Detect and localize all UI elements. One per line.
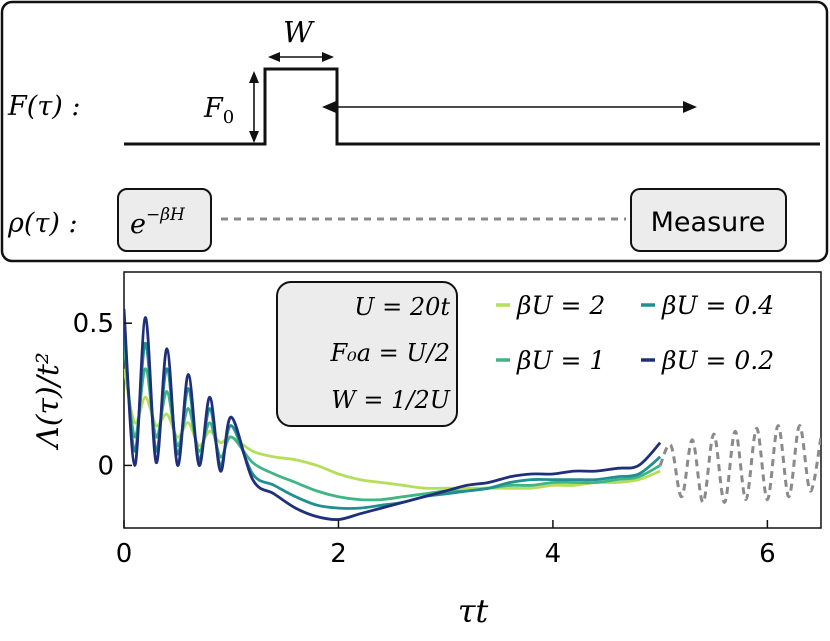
legend-label-bu02: βU = 0.2 bbox=[661, 346, 774, 375]
parameter-force: F₀a = U/2 bbox=[329, 339, 450, 367]
x-tick-label-2: 4 bbox=[545, 539, 562, 569]
y-axis-label: Λ(τ)/t² bbox=[31, 352, 66, 451]
parameter-width: W = 1/2U bbox=[331, 386, 451, 414]
time-arrow-head-right bbox=[683, 101, 697, 113]
initial-state-exponent: −βH bbox=[146, 205, 186, 225]
y-tick-label-1: 0.5 bbox=[73, 309, 114, 339]
time-arrow-head-left bbox=[322, 101, 336, 113]
chart: 0 2 4 6 0 0.5 τt Λ(τ)/t² U = 20t F₀a = U/2 W … bbox=[31, 271, 822, 630]
legend-label-bu2: βU = 2 bbox=[516, 291, 605, 320]
series-line-3 bbox=[124, 308, 662, 521]
x-tick-label-3: 6 bbox=[759, 539, 776, 569]
legend-label-bu1: βU = 1 bbox=[516, 346, 605, 375]
amplitude-subscript: 0 bbox=[223, 107, 234, 128]
width-arrow-head-right bbox=[322, 52, 334, 62]
legend: βU = 2 βU = 0.4 βU = 1 βU = 0.2 bbox=[496, 291, 774, 375]
series-layer bbox=[124, 308, 821, 521]
x-tick-label-1: 2 bbox=[330, 539, 347, 569]
legend-label-bu04: βU = 0.4 bbox=[661, 291, 774, 320]
amplitude-label: F0 bbox=[203, 93, 234, 128]
series-line-continuation bbox=[658, 424, 821, 504]
x-axis-label: τt bbox=[458, 592, 489, 630]
schematic-panel: F(τ) : W F0 ρ(τ) : e−βH Measure bbox=[0, 0, 829, 263]
pulse-waveform bbox=[124, 67, 820, 146]
width-label: W bbox=[283, 15, 315, 49]
density-label: ρ(τ) : bbox=[7, 208, 78, 239]
initial-state-base: e bbox=[130, 209, 146, 240]
parameter-u: U = 20t bbox=[354, 293, 450, 321]
amplitude-symbol: F bbox=[203, 93, 224, 124]
width-arrow-head-left bbox=[268, 52, 280, 62]
measure-box bbox=[630, 188, 787, 252]
x-tick-label-0: 0 bbox=[116, 539, 133, 569]
parameters-box bbox=[276, 281, 458, 427]
series-line-0 bbox=[124, 368, 661, 490]
y-tick-label-0: 0 bbox=[97, 451, 114, 481]
ticks-layer: 0 2 4 6 0 0.5 bbox=[73, 309, 776, 569]
force-label: F(τ) : bbox=[7, 91, 80, 122]
initial-state-box bbox=[117, 188, 212, 252]
measure-label: Measure bbox=[651, 207, 766, 238]
amplitude-arrow-head-bottom bbox=[249, 131, 259, 143]
initial-state-label: e−βH bbox=[130, 205, 186, 240]
amplitude-arrow-head-top bbox=[249, 71, 259, 83]
series-line-2 bbox=[124, 325, 662, 510]
